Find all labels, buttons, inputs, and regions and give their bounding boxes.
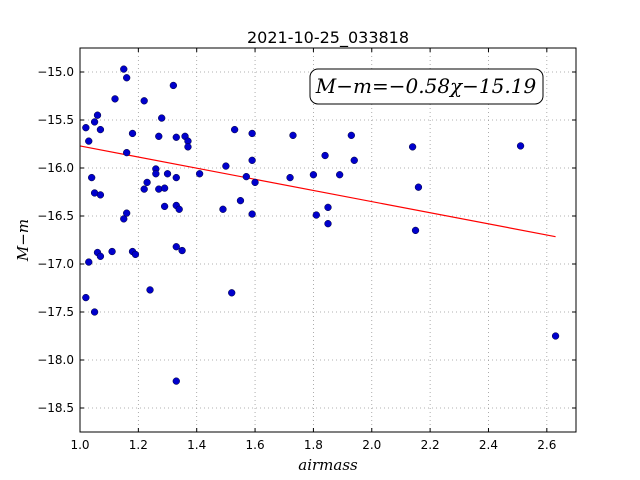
x-tick-label: 2.4 <box>479 438 498 452</box>
data-point <box>172 133 180 141</box>
data-point <box>230 125 239 134</box>
data-points <box>82 65 560 385</box>
data-point <box>178 246 186 255</box>
x-tick-label: 1.8 <box>304 438 323 452</box>
data-point <box>309 171 318 179</box>
y-axis-label: M−m <box>14 219 32 262</box>
data-point <box>172 173 180 182</box>
x-tick-label: 2.0 <box>362 438 381 452</box>
data-point <box>96 252 105 260</box>
data-point <box>289 131 297 140</box>
plot-area-frame <box>79 47 577 433</box>
data-point <box>140 185 148 193</box>
x-axis-label: airmass <box>298 456 358 474</box>
data-point <box>336 171 344 179</box>
data-point <box>242 172 250 181</box>
y-tick-label: −18.5 <box>37 401 74 415</box>
data-point <box>96 191 105 199</box>
data-point <box>111 95 119 103</box>
data-point <box>143 178 151 187</box>
y-tick-label: −15.0 <box>37 65 74 79</box>
data-point <box>123 74 131 82</box>
x-tick-label: 1.4 <box>187 438 206 452</box>
data-point <box>120 215 128 223</box>
data-point <box>90 118 99 126</box>
data-point <box>350 156 358 164</box>
data-point <box>160 202 169 211</box>
data-point <box>175 205 183 213</box>
data-point <box>411 226 420 235</box>
data-point <box>140 97 148 105</box>
equation-box <box>309 68 544 105</box>
data-point <box>82 293 90 302</box>
data-point <box>146 286 154 294</box>
x-tick-label: 2.6 <box>537 438 556 452</box>
data-point <box>163 170 172 178</box>
data-point <box>85 137 93 145</box>
data-point <box>228 289 236 297</box>
data-point <box>312 211 320 219</box>
data-point <box>172 377 180 385</box>
data-point <box>82 124 90 132</box>
data-point <box>248 156 256 164</box>
data-point <box>123 148 131 157</box>
data-point <box>169 81 178 90</box>
y-tick-label: −17.0 <box>37 257 74 271</box>
y-tick-label: −16.0 <box>37 161 74 175</box>
data-point <box>324 220 332 228</box>
data-point <box>408 143 417 151</box>
ticks <box>79 48 576 432</box>
y-tick-label: −15.5 <box>37 113 74 127</box>
data-point <box>222 162 230 170</box>
x-tick-label: 1.6 <box>246 438 265 452</box>
equation-annotation: M−m=−0.58χ−15.19 <box>309 68 544 105</box>
data-point <box>93 111 102 119</box>
fit-line <box>79 145 556 238</box>
data-point <box>251 178 259 187</box>
data-point <box>155 132 163 140</box>
x-tick-label: 1.0 <box>70 438 89 452</box>
x-tick-labels: 1.0 1.2 1.4 1.6 1.8 2.0 2.2 2.4 2.6 <box>70 438 556 452</box>
data-point <box>321 151 329 160</box>
fit-line-group <box>79 145 556 238</box>
data-point <box>516 142 525 150</box>
y-tick-label: −16.5 <box>37 209 74 223</box>
data-point <box>128 129 137 138</box>
data-point <box>120 65 128 73</box>
data-point <box>219 205 227 213</box>
x-tick-label: 1.2 <box>129 438 148 452</box>
data-point <box>131 250 140 259</box>
data-point <box>347 131 355 140</box>
data-point <box>248 210 256 218</box>
equation-text: M−m=−0.58χ−15.19 <box>315 74 537 98</box>
data-point <box>88 173 96 182</box>
data-point <box>551 332 560 340</box>
data-point <box>152 170 160 178</box>
y-tick-label: −17.5 <box>37 305 74 319</box>
data-point <box>172 243 180 251</box>
data-point <box>324 203 332 212</box>
data-point <box>236 196 245 205</box>
data-point <box>85 258 93 266</box>
y-tick-labels: −15.0 −15.5 −16.0 −16.5 −17.0 −17.5 −18.0 −18.5 <box>37 65 74 415</box>
data-point <box>108 247 116 256</box>
data-point <box>96 125 105 134</box>
y-tick-label: −18.0 <box>37 353 74 367</box>
data-point <box>160 184 169 192</box>
data-point <box>184 143 192 151</box>
data-point <box>248 129 256 138</box>
data-point <box>90 308 99 316</box>
data-point <box>286 173 294 182</box>
data-point <box>123 209 131 217</box>
data-point <box>414 183 423 191</box>
x-tick-label: 2.2 <box>421 438 440 452</box>
data-point <box>195 170 204 178</box>
chart-title: 2021-10-25_033818 <box>247 28 409 48</box>
data-point <box>158 114 166 122</box>
